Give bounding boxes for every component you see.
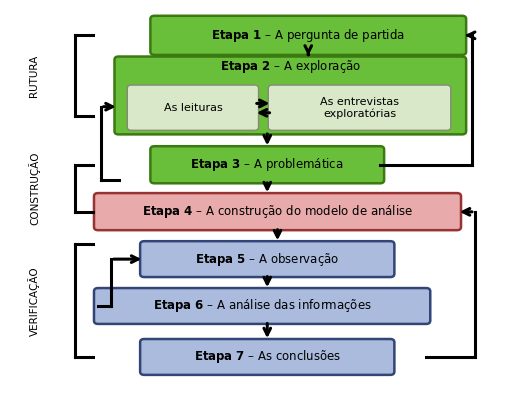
Text: $\bf{Etapa\ 4}$ – A construção do modelo de análise: $\bf{Etapa\ 4}$ – A construção do modelo… [142, 203, 413, 220]
FancyBboxPatch shape [151, 16, 466, 55]
Text: $\bf{Etapa\ 3}$ – A problemática: $\bf{Etapa\ 3}$ – A problemática [190, 157, 344, 173]
FancyBboxPatch shape [94, 288, 430, 324]
Text: $\bf{Etapa\ 7}$ – As conclusões: $\bf{Etapa\ 7}$ – As conclusões [194, 348, 341, 366]
Text: As leituras: As leituras [163, 103, 222, 113]
Text: As entrevistas
exploratórias: As entrevistas exploratórias [320, 97, 399, 119]
Text: RUTURA: RUTURA [29, 54, 39, 97]
FancyBboxPatch shape [115, 56, 466, 135]
FancyBboxPatch shape [140, 339, 394, 375]
FancyBboxPatch shape [127, 85, 259, 130]
FancyBboxPatch shape [151, 146, 384, 183]
Text: CONSTRUÇÃO: CONSTRUÇÃO [28, 152, 40, 225]
FancyBboxPatch shape [94, 193, 461, 230]
Text: $\bf{Etapa\ 1}$ – A pergunta de partida: $\bf{Etapa\ 1}$ – A pergunta de partida [211, 27, 405, 44]
FancyBboxPatch shape [140, 241, 394, 277]
Text: $\bf{Etapa\ 2}$ – A exploração: $\bf{Etapa\ 2}$ – A exploração [219, 58, 361, 75]
Text: VERIFICAÇÃO: VERIFICAÇÃO [28, 266, 40, 335]
Text: $\bf{Etapa\ 5}$ – A observação: $\bf{Etapa\ 5}$ – A observação [195, 251, 339, 267]
Text: $\bf{Etapa\ 6}$ – A análise das informações: $\bf{Etapa\ 6}$ – A análise das informaç… [153, 297, 372, 315]
FancyBboxPatch shape [268, 85, 451, 130]
